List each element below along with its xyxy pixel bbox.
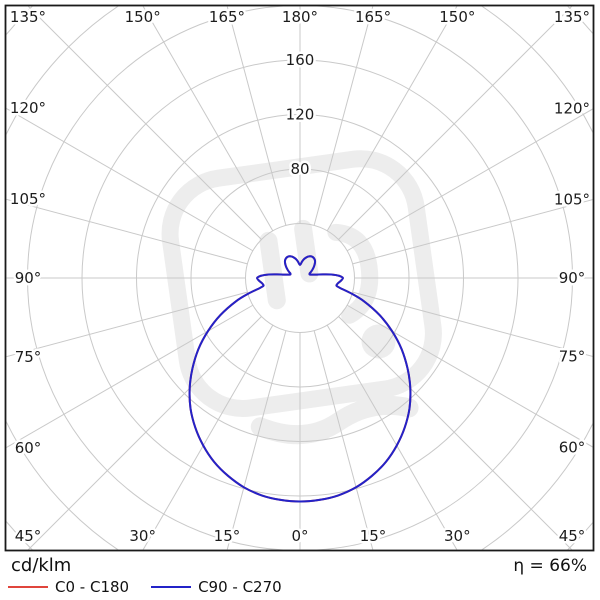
efficiency-label: η = 66% — [513, 556, 587, 576]
angle-label: 150° — [439, 8, 475, 26]
units-label: cd/klm — [11, 555, 72, 576]
legend-label-c90-c270: C90 - C270 — [198, 578, 282, 596]
grid-spoke — [313, 6, 374, 226]
legend: C0 - C180 C90 - C270 — [8, 578, 282, 596]
radial-tick-label: 120 — [286, 106, 315, 124]
grid-spoke — [352, 291, 593, 357]
grid-spoke — [226, 330, 287, 550]
grid-spoke — [6, 107, 254, 252]
grid-labels: 0° 15° 15° 30° 30° 45° 45° 60° 60° 75° 75° 90° 90° 10… — [7, 6, 592, 548]
grid-spoke — [346, 304, 593, 448]
grid-spoke — [326, 324, 458, 550]
angle-label: 60° — [15, 439, 42, 457]
angle-label: 30° — [444, 527, 471, 545]
grid-spoke — [226, 6, 287, 226]
grid-spoke — [6, 291, 248, 358]
curves — [188, 255, 412, 503]
grid-spoke — [346, 108, 593, 252]
grid-spoke — [326, 6, 458, 232]
grid-spoke — [338, 6, 573, 240]
angle-label: 165° — [209, 8, 245, 26]
curve-c90-c270 — [188, 255, 412, 503]
angle-label: 165° — [355, 8, 391, 26]
angle-label: 135° — [10, 8, 46, 26]
grid-spoke — [142, 324, 274, 550]
angle-label: 15° — [214, 527, 241, 545]
legend-swatch-c0-c180 — [8, 586, 48, 588]
angle-label: 75° — [559, 348, 586, 366]
grid-spoke — [6, 304, 254, 449]
angle-label: 75° — [15, 348, 42, 366]
angle-label: 150° — [125, 8, 161, 26]
grid-spoke — [142, 6, 274, 232]
angle-label: 0° — [291, 527, 308, 545]
legend-swatch-c90-c270 — [151, 586, 192, 588]
plot-frame — [4, 4, 595, 552]
grid-spoke — [352, 199, 593, 265]
angle-label: 45° — [559, 527, 586, 545]
legend-label-c0-c180: C0 - C180 — [55, 578, 130, 596]
angle-label: 105° — [554, 190, 590, 208]
grid-spoke — [27, 6, 262, 240]
grid-spoke — [338, 316, 573, 550]
grid-spoke — [6, 198, 248, 265]
angle-label: 30° — [129, 527, 156, 545]
angle-label: 90° — [559, 269, 586, 287]
angle-label: 60° — [559, 438, 586, 456]
angle-label: 180° — [282, 8, 318, 26]
grid-spoke — [313, 330, 374, 550]
angle-label: 135° — [554, 8, 590, 26]
radial-tick-label: 80 — [290, 160, 309, 178]
angle-label: 120° — [554, 100, 590, 118]
angle-label: 45° — [15, 527, 42, 545]
angle-label: 90° — [15, 269, 42, 287]
angle-label: 120° — [10, 99, 46, 117]
angle-label: 105° — [10, 190, 46, 208]
radial-tick-label: 160 — [286, 51, 315, 69]
angle-label: 15° — [360, 527, 387, 545]
grid-spoke — [27, 316, 262, 550]
